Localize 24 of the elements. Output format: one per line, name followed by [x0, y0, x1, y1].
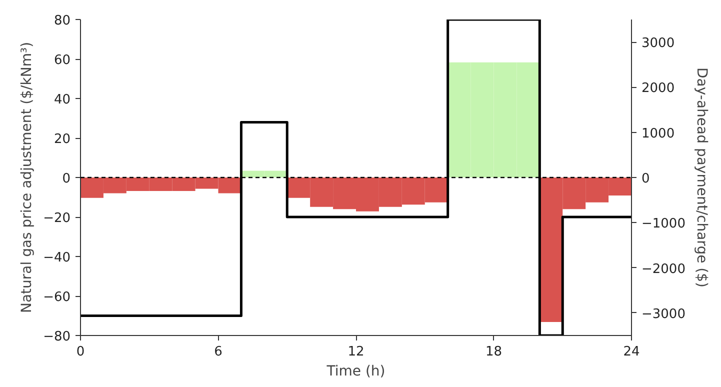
y2-tick-label: 2000: [642, 81, 675, 96]
y2-tick-label: 1000: [642, 126, 675, 142]
y-tick-label: 20: [54, 132, 71, 147]
y2-tick-label: 0: [642, 172, 650, 186]
y-tick-label: −40: [43, 250, 71, 266]
x-tick-label: 18: [485, 344, 502, 360]
y2-tick-label: 3000: [642, 36, 675, 52]
y-tick-label: −20: [43, 211, 71, 226]
x-tick-label: 0: [76, 344, 85, 360]
x-axis-title: Time (h): [326, 364, 386, 380]
y2-axis-title: Day-ahead payment/charge ($): [693, 68, 710, 288]
y-tick-label: −60: [43, 290, 71, 305]
x-tick-label: 24: [623, 344, 640, 360]
y-tick-label: 40: [54, 92, 71, 108]
y2-tick-label: −1000: [642, 216, 686, 232]
x-tick-label: 6: [214, 344, 222, 360]
y-tick-label: −80: [43, 330, 71, 344]
y-tick-label: 60: [54, 53, 71, 68]
x-tick-label: 12: [348, 344, 364, 360]
y-tick-label: 0: [62, 172, 71, 186]
y2-tick-label: −3000: [642, 306, 686, 322]
y2-tick-label: −2000: [642, 262, 686, 277]
y-tick-label: 80: [54, 14, 71, 28]
y-axis-title: Natural gas price adjustment ($/kNm³): [19, 42, 36, 314]
